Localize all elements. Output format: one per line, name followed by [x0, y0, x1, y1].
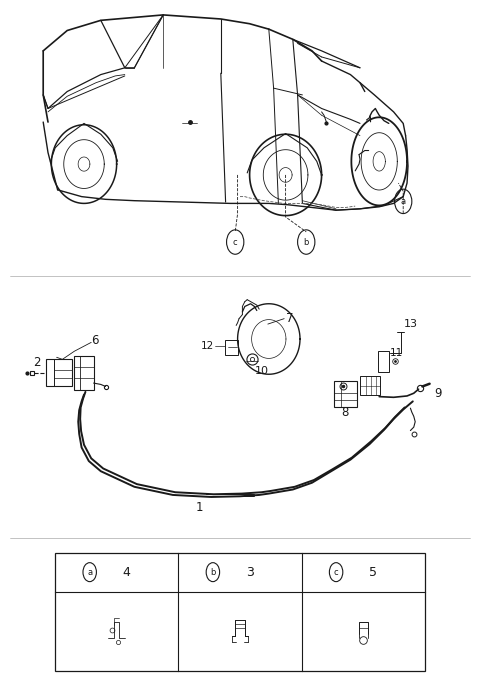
- Text: c: c: [233, 237, 238, 247]
- Bar: [46, 359, 72, 386]
- Text: 3: 3: [246, 565, 254, 578]
- Bar: [225, 340, 238, 355]
- Bar: [378, 351, 389, 372]
- Text: a: a: [401, 197, 406, 206]
- Text: a: a: [87, 567, 92, 577]
- Text: 12: 12: [200, 341, 214, 351]
- Bar: [55, 553, 425, 671]
- Bar: [360, 376, 380, 395]
- Text: 6: 6: [91, 334, 99, 347]
- Text: 4: 4: [123, 565, 131, 578]
- Text: 13: 13: [404, 319, 418, 329]
- Text: b: b: [303, 237, 309, 247]
- Text: 8: 8: [341, 405, 348, 419]
- Text: 9: 9: [434, 386, 442, 400]
- Text: 1: 1: [195, 500, 203, 514]
- Bar: [334, 381, 357, 407]
- Text: 7: 7: [286, 312, 293, 325]
- Text: 11: 11: [390, 348, 403, 357]
- Text: b: b: [210, 567, 216, 577]
- Bar: [74, 356, 94, 390]
- Text: 5: 5: [369, 565, 377, 578]
- Text: 2: 2: [33, 356, 40, 370]
- Text: 10: 10: [254, 366, 268, 376]
- Text: c: c: [334, 567, 338, 577]
